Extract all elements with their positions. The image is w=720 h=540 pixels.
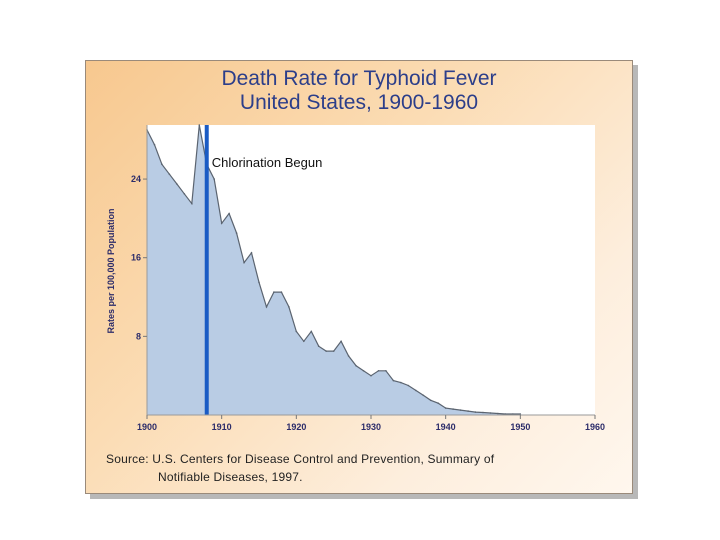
- data-point-1946: [489, 412, 492, 414]
- x-tick-label-1950: 1950: [510, 422, 530, 432]
- data-point-1931: [377, 370, 380, 372]
- source-note: Source: U.S. Centers for Disease Control…: [106, 450, 546, 486]
- data-point-1947: [497, 412, 499, 415]
- series-area-fill: [147, 125, 521, 415]
- data-point-1918: [280, 291, 283, 293]
- data-point-1932: [385, 370, 387, 372]
- data-point-1910: [220, 222, 223, 225]
- y-tick-label-24: 24: [131, 174, 141, 184]
- data-point-1948: [504, 413, 507, 415]
- x-tick-label-1940: 1940: [436, 422, 456, 432]
- data-point-1913: [243, 261, 245, 264]
- data-point-1940: [444, 407, 447, 409]
- y-tick-label-8: 8: [136, 331, 141, 341]
- data-point-1927: [347, 355, 350, 357]
- data-point-1925: [332, 350, 335, 352]
- data-point-1943: [467, 410, 469, 412]
- y-axis-label: Rates per 100,000 Population: [106, 208, 116, 333]
- chlorination-annotation-label: Chlorination Begun: [212, 155, 323, 170]
- chart-title-line-2: United States, 1900-1960: [239, 91, 479, 114]
- data-point-1929: [362, 370, 365, 372]
- data-point-1901: [153, 143, 156, 146]
- data-point-1904: [176, 183, 178, 185]
- data-point-1944: [474, 411, 477, 413]
- data-point-1936: [415, 389, 417, 392]
- x-tick-label-1930: 1930: [361, 422, 381, 432]
- y-tick-label-16: 16: [131, 253, 141, 263]
- data-point-1942: [459, 409, 462, 411]
- x-tick-label-1910: 1910: [212, 422, 232, 432]
- data-point-1902: [161, 163, 163, 166]
- data-point-1921: [303, 340, 305, 343]
- data-point-1914: [250, 252, 253, 254]
- source-line-1: Source: U.S. Centers for Disease Control…: [106, 452, 495, 466]
- data-point-1938: [429, 399, 432, 402]
- data-point-1903: [168, 173, 171, 175]
- source-line-2: Notifiable Diseases, 1997.: [158, 470, 303, 484]
- data-point-1924: [325, 350, 327, 352]
- data-point-1909: [213, 178, 215, 180]
- data-point-1916: [265, 306, 268, 308]
- data-point-1933: [392, 379, 395, 382]
- slide-card: Death Rate for Typhoid Fever United Stat…: [85, 60, 633, 494]
- data-point-1923: [317, 345, 320, 348]
- data-point-1941: [452, 408, 454, 410]
- data-point-1920: [295, 330, 298, 333]
- x-tick-label-1900: 1900: [137, 422, 157, 432]
- x-tick-label-1960: 1960: [585, 422, 605, 432]
- data-point-1905: [183, 193, 186, 195]
- data-point-1911: [228, 212, 230, 215]
- data-point-1930: [370, 374, 372, 377]
- x-tick-label-1920: 1920: [286, 422, 306, 432]
- data-point-1919: [288, 306, 290, 308]
- data-point-1939: [437, 402, 440, 405]
- typhoid-death-rate-chart: Chlorination Begun 1900 1910 1920 1930 1940 1…: [106, 124, 605, 432]
- data-point-1907: [198, 124, 201, 126]
- data-point-1912: [235, 232, 238, 234]
- data-point-1934: [400, 381, 402, 384]
- data-point-1950: [519, 413, 522, 415]
- data-point-1935: [407, 384, 410, 387]
- data-point-1922: [310, 330, 313, 333]
- data-point-1949: [512, 413, 514, 415]
- data-point-1928: [355, 365, 357, 367]
- data-point-1937: [422, 394, 425, 397]
- data-point-1906: [191, 202, 193, 205]
- data-point-1915: [258, 281, 260, 284]
- data-point-1945: [482, 411, 484, 414]
- data-point-1926: [340, 340, 342, 343]
- chart-title-line-1: Death Rate for Typhoid Fever: [221, 67, 497, 90]
- data-point-1917: [273, 291, 275, 293]
